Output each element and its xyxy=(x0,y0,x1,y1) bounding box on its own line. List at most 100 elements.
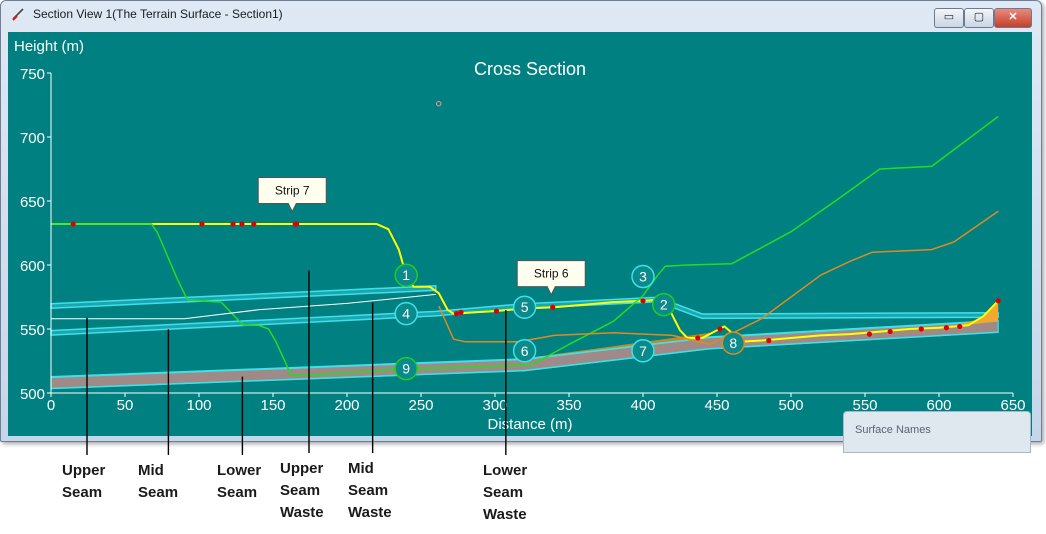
number-circle xyxy=(631,339,655,363)
annotation-text: Seam xyxy=(138,484,178,501)
surface-number-label: 3 xyxy=(631,264,655,289)
terrain-marker xyxy=(230,221,236,227)
number-text: 5 xyxy=(521,299,529,315)
annotation-text: Seam xyxy=(217,484,257,501)
maximize-button[interactable]: ▢ xyxy=(964,8,994,28)
annotation-text: Mid xyxy=(138,462,164,479)
x-tick-label: 200 xyxy=(334,397,359,414)
surface-number-label: 1 xyxy=(394,263,418,287)
callout-box xyxy=(257,176,327,213)
annotation-text: Waste xyxy=(280,504,324,521)
terrain-marker xyxy=(640,298,646,304)
number-text: 8 xyxy=(729,335,737,351)
terrain-marker xyxy=(251,221,257,227)
terrain-marker xyxy=(866,331,873,337)
number-circle xyxy=(721,331,746,355)
upper-seam-band xyxy=(50,285,437,309)
terrain-marker xyxy=(995,298,1001,304)
x-tick-label: 150 xyxy=(260,397,285,414)
y-tick-label: 600 xyxy=(20,258,45,275)
terrain-marker xyxy=(550,304,556,310)
terrain-marker xyxy=(453,311,460,317)
strip-callout-2: Strip 6 xyxy=(516,260,586,296)
x-tick-label: 0 xyxy=(47,397,55,414)
section-view-window: Section View 1(The Terrain Surface - Sec… xyxy=(0,0,1042,442)
x-tick-label: 500 xyxy=(778,397,803,414)
surface-names-panel[interactable]: Surface Names xyxy=(843,411,1031,453)
mid-waste-line xyxy=(51,293,436,320)
x-tick-label: 50 xyxy=(117,397,134,414)
terrain-marker xyxy=(199,221,205,227)
terrain-marker xyxy=(70,221,76,227)
y-tick-label: 650 xyxy=(20,194,45,211)
number-text: 9 xyxy=(402,361,410,377)
number-text: 3 xyxy=(639,269,647,285)
annotation-text: Seam xyxy=(348,482,388,499)
lower-seam-bottom-line xyxy=(50,331,999,390)
orange-surface-line xyxy=(438,210,999,346)
number-circle xyxy=(394,356,418,381)
number-text: 2 xyxy=(660,297,668,313)
annotation-text: Mid xyxy=(348,460,374,477)
surface-number-label: 9 xyxy=(394,356,418,381)
x-tick-label: 250 xyxy=(408,397,433,414)
annotation-text: Upper xyxy=(62,462,106,479)
callout-box xyxy=(516,260,586,296)
terrain-marker xyxy=(766,337,772,344)
y-axis-label: Height (m) xyxy=(14,38,84,55)
chart-title: Cross Section xyxy=(474,59,586,79)
section-view-icon xyxy=(12,8,24,21)
annotation-text: Upper xyxy=(280,460,324,477)
open-marker xyxy=(436,101,442,107)
x-tick-label: 400 xyxy=(630,397,655,414)
annotation-text: Seam xyxy=(62,484,102,501)
number-circle xyxy=(394,301,418,326)
terrain-marker xyxy=(887,328,893,335)
cross-section-plot[interactable]: Cross Section Height (m) Distance (m) 500 55… xyxy=(8,32,1032,436)
number-circle xyxy=(651,292,676,317)
terrain-marker xyxy=(717,326,723,332)
callout-label: Strip 6 xyxy=(534,267,569,281)
window-title: Section View 1(The Terrain Surface - Sec… xyxy=(33,7,283,21)
x-tick-label: 350 xyxy=(556,397,581,414)
title-bar[interactable]: Section View 1(The Terrain Surface - Sec… xyxy=(1,1,1041,29)
annotation-text: Waste xyxy=(348,504,392,521)
x-tick-label: 600 xyxy=(926,397,951,414)
y-tick-label: 500 xyxy=(20,386,45,403)
surface-number-label: 7 xyxy=(631,339,655,363)
annotation-text: Lower xyxy=(483,462,527,479)
minimize-button[interactable]: ▭ xyxy=(934,8,964,28)
terrain-marker xyxy=(695,335,701,341)
x-tick-label: 300 xyxy=(482,397,507,414)
terrain-marker xyxy=(943,325,950,331)
number-circle xyxy=(394,263,418,287)
x-axis-label: Distance (m) xyxy=(487,416,572,433)
number-circle xyxy=(512,295,537,319)
terrain-marker xyxy=(493,308,500,314)
number-text: 7 xyxy=(639,343,647,359)
number-circle xyxy=(512,339,537,363)
number-text: 1 xyxy=(402,267,410,283)
terrain-marker xyxy=(957,323,963,330)
number-text: 6 xyxy=(521,343,529,359)
annotation-text: Lower xyxy=(217,462,261,479)
annotation-text: Waste xyxy=(483,506,527,523)
y-tick-label: 700 xyxy=(20,130,45,147)
x-tick-label: 450 xyxy=(704,397,729,414)
terrain-marker xyxy=(918,326,924,332)
annotation-text: Seam xyxy=(280,482,320,499)
terrain-marker xyxy=(458,309,464,315)
surface-number-label: 2 xyxy=(651,292,676,317)
terrain-marker xyxy=(239,221,245,227)
strip-b-line xyxy=(406,115,999,370)
right-end-waste-fill xyxy=(956,300,999,326)
strip-callout-1: Strip 7 xyxy=(257,176,327,213)
surface-names-label: Surface Names xyxy=(855,424,931,436)
surface-number-label: 5 xyxy=(512,295,537,319)
number-text: 4 xyxy=(402,306,410,322)
close-button[interactable]: ✕ xyxy=(994,8,1032,28)
terrain-marker xyxy=(294,221,300,227)
surface-number-label: 8 xyxy=(721,331,746,355)
y-tick-label: 550 xyxy=(20,322,45,339)
